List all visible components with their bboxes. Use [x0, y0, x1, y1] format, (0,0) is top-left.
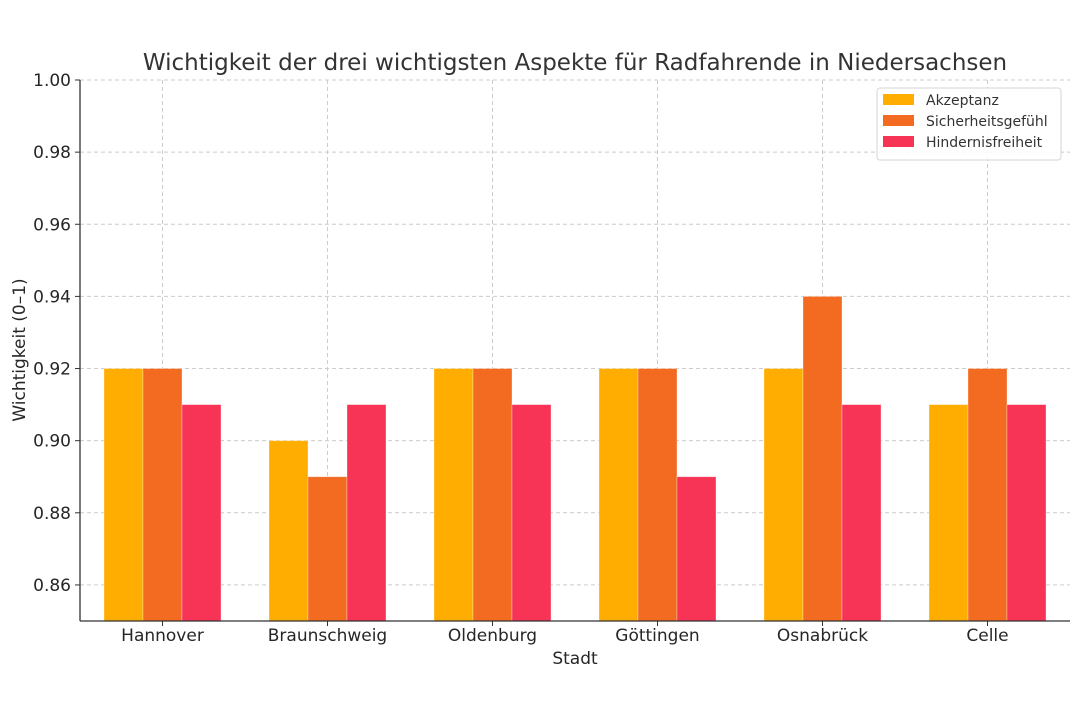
chart-title: Wichtigkeit der drei wichtigsten Aspekte… [143, 50, 1007, 76]
y-axis-label: Wichtigkeit (0–1) [10, 278, 30, 421]
bar-akzeptanz-göttingen [598, 368, 639, 622]
bar-akzeptanz-celle [928, 404, 969, 622]
bar-sicherheitsgefühl-osnabrück [802, 295, 843, 622]
legend-label: Akzeptanz [926, 93, 999, 109]
y-ticks: 0.86 0.88 0.90 0.92 0.94 0.96 0.98 1.00 [33, 71, 80, 596]
bar-sicherheitsgefühl-göttingen [637, 368, 678, 622]
legend-label: Hindernisfreiheit [926, 135, 1043, 151]
legend-label: Sicherheitsgefühl [926, 114, 1048, 130]
bar-akzeptanz-osnabrück [763, 368, 804, 622]
x-axis-label: Stadt [552, 649, 598, 669]
bar-sicherheitsgefühl-oldenburg [472, 368, 513, 622]
grid [80, 79, 1070, 621]
y-tick-label: 0.98 [33, 143, 71, 163]
y-tick-label: 0.90 [33, 432, 71, 452]
bars [103, 295, 1047, 622]
bar-hindernisfreiheit-braunschweig [346, 404, 387, 622]
bar-hindernisfreiheit-göttingen [676, 476, 717, 622]
x-tick-label: Celle [966, 626, 1008, 646]
y-tick-label: 0.88 [33, 504, 71, 524]
y-tick-label: 0.94 [33, 287, 71, 307]
bar-sicherheitsgefühl-hannover [142, 368, 183, 622]
bar-akzeptanz-braunschweig [268, 440, 309, 622]
bar-hindernisfreiheit-osnabrück [841, 404, 882, 622]
x-tick-label: Oldenburg [448, 626, 537, 646]
axes [79, 80, 1070, 622]
legend-swatch [883, 115, 914, 126]
legend-box [876, 87, 1062, 161]
bar-akzeptanz-hannover [103, 368, 144, 622]
bar-sicherheitsgefühl-braunschweig [307, 476, 348, 622]
y-tick-label: 0.92 [33, 360, 71, 380]
legend-swatch [883, 136, 914, 147]
bar-akzeptanz-oldenburg [433, 368, 474, 622]
x-tick-label: Osnabrück [777, 626, 868, 646]
x-ticks: Hannover Braunschweig Oldenburg Göttingen Os… [121, 621, 1009, 646]
y-tick-label: 1.00 [33, 71, 71, 91]
bar-hindernisfreiheit-hannover [181, 404, 222, 622]
x-tick-label: Hannover [121, 626, 204, 646]
x-tick-label: Göttingen [615, 626, 699, 646]
y-tick-label: 0.96 [33, 215, 71, 235]
legend-swatch [883, 94, 914, 105]
bar-hindernisfreiheit-celle [1006, 404, 1047, 622]
y-tick-label: 0.86 [33, 576, 71, 596]
bar-sicherheitsgefühl-celle [967, 368, 1008, 622]
bar-hindernisfreiheit-oldenburg [511, 404, 552, 622]
x-tick-label: Braunschweig [268, 626, 387, 646]
legend: Akzeptanz Sicherheitsgefühl Hindernisfreih… [876, 87, 1062, 161]
